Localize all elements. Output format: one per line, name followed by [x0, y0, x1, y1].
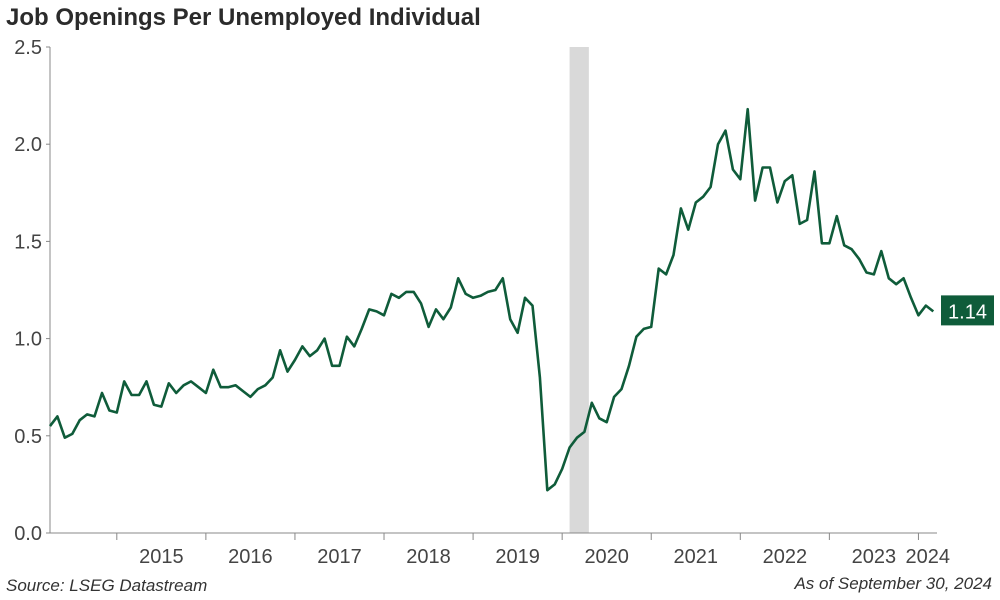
- x-tick-label: 2015: [139, 546, 184, 568]
- y-tick-label: 0.5: [14, 426, 42, 448]
- y-tick-label: 1.5: [14, 231, 42, 253]
- x-tick-label: 2021: [674, 546, 719, 568]
- x-tick-label: 2022: [763, 546, 808, 568]
- chart-title: Job Openings Per Unemployed Individual: [6, 4, 481, 31]
- x-tick-label: 2019: [495, 546, 540, 568]
- x-tick-label: 2023: [852, 546, 897, 568]
- x-tick-label: 2017: [317, 546, 362, 568]
- x-tick-label: 2016: [228, 546, 273, 568]
- last-value-box: [941, 295, 994, 326]
- y-tick-label: 1.0: [14, 329, 42, 351]
- source-note: Source: LSEG Datastream: [6, 576, 208, 595]
- x-tick-label: 2024: [905, 546, 950, 568]
- x-tick-label: 2020: [584, 546, 629, 568]
- y-tick-label: 2.5: [14, 37, 42, 59]
- last-value-label: 1.14: [948, 301, 987, 323]
- series-line: [48, 107, 935, 492]
- x-tick-label: 2018: [406, 546, 451, 568]
- as-of-date: As of September 30, 2024: [794, 574, 992, 593]
- recession-shading: [569, 47, 589, 533]
- y-tick-label: 2.0: [14, 134, 42, 156]
- y-tick-label: 0.0: [14, 523, 42, 545]
